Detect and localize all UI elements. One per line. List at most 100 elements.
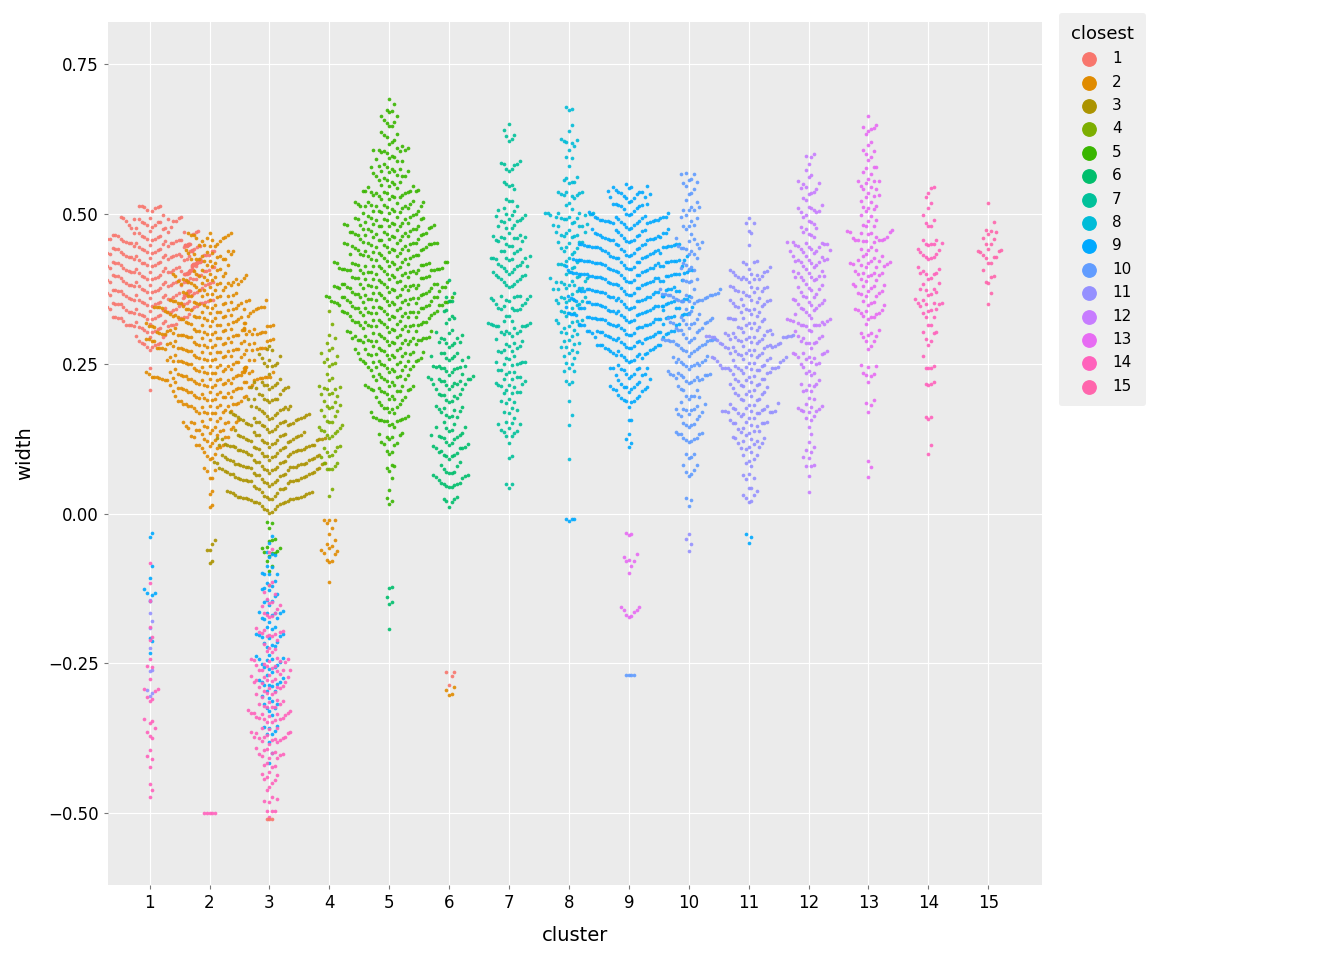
Point	[646, 284, 668, 300]
Point	[671, 341, 692, 356]
Point	[646, 270, 668, 285]
Point	[149, 294, 171, 309]
Point	[379, 496, 401, 512]
Point	[425, 420, 446, 435]
Point	[558, 361, 579, 376]
Point	[379, 324, 401, 340]
Point	[258, 609, 280, 624]
Point	[133, 282, 155, 298]
Point	[646, 228, 668, 244]
Point	[727, 319, 749, 334]
Point	[194, 805, 215, 821]
Point	[560, 247, 582, 262]
Point	[621, 275, 642, 290]
Point	[569, 252, 590, 268]
Point	[804, 147, 825, 162]
Point	[727, 269, 749, 284]
Point	[751, 314, 773, 329]
Point	[255, 448, 277, 464]
Point	[388, 232, 410, 248]
Point	[563, 323, 585, 338]
Point	[804, 366, 825, 381]
Point	[673, 458, 695, 473]
Point	[499, 252, 520, 268]
Point	[852, 165, 874, 180]
Point	[493, 260, 515, 276]
Point	[423, 290, 445, 305]
Point	[141, 258, 163, 274]
Point	[138, 251, 160, 266]
Point	[258, 505, 280, 520]
Point	[249, 454, 270, 469]
Point	[183, 227, 204, 242]
Point	[569, 205, 590, 221]
Point	[652, 286, 673, 301]
Point	[882, 222, 903, 237]
Point	[384, 420, 406, 435]
Point	[512, 254, 534, 270]
Point	[798, 170, 820, 185]
Point	[234, 315, 255, 330]
Point	[200, 259, 222, 275]
Point	[179, 236, 200, 252]
Point	[261, 578, 282, 593]
Point	[285, 472, 306, 488]
Point	[616, 247, 637, 262]
Point	[668, 239, 689, 254]
Point	[613, 379, 634, 395]
Point	[634, 331, 656, 347]
Point	[255, 606, 277, 621]
Point	[868, 305, 890, 321]
Point	[316, 335, 337, 350]
Point	[126, 221, 148, 236]
Point	[913, 263, 934, 278]
Point	[589, 270, 610, 285]
Point	[208, 461, 230, 476]
Point	[208, 437, 230, 452]
Point	[341, 284, 363, 300]
Point	[254, 544, 276, 560]
Point	[347, 271, 368, 286]
Point	[790, 285, 812, 300]
Point	[663, 315, 684, 330]
Point	[493, 372, 515, 387]
Point	[613, 271, 634, 286]
Point	[271, 731, 293, 746]
Point	[560, 265, 582, 280]
Point	[507, 325, 528, 341]
Point	[180, 228, 202, 243]
Point	[347, 242, 368, 257]
Point	[921, 360, 942, 375]
Point	[449, 373, 470, 389]
Point	[855, 289, 876, 304]
Point	[512, 268, 534, 283]
Point	[738, 275, 759, 290]
Point	[235, 431, 257, 446]
Point	[163, 263, 184, 278]
Point	[512, 333, 534, 348]
Point	[808, 239, 829, 254]
Point	[314, 455, 336, 470]
Point	[790, 220, 812, 235]
Point	[254, 585, 276, 600]
Point	[376, 360, 398, 375]
Point	[621, 341, 642, 356]
Point	[637, 263, 659, 278]
Point	[313, 380, 335, 396]
Point	[923, 213, 945, 228]
Point	[155, 326, 176, 342]
Point	[355, 244, 376, 259]
Point	[384, 150, 406, 165]
Point	[624, 204, 645, 219]
Point	[501, 448, 523, 464]
Point	[321, 538, 343, 553]
Point	[196, 293, 218, 308]
Point	[160, 250, 181, 265]
Point	[360, 348, 382, 363]
Point	[328, 297, 349, 312]
Point	[188, 297, 210, 312]
Point	[296, 468, 317, 484]
Point	[841, 230, 863, 246]
Point	[665, 318, 687, 333]
Point	[610, 321, 632, 336]
